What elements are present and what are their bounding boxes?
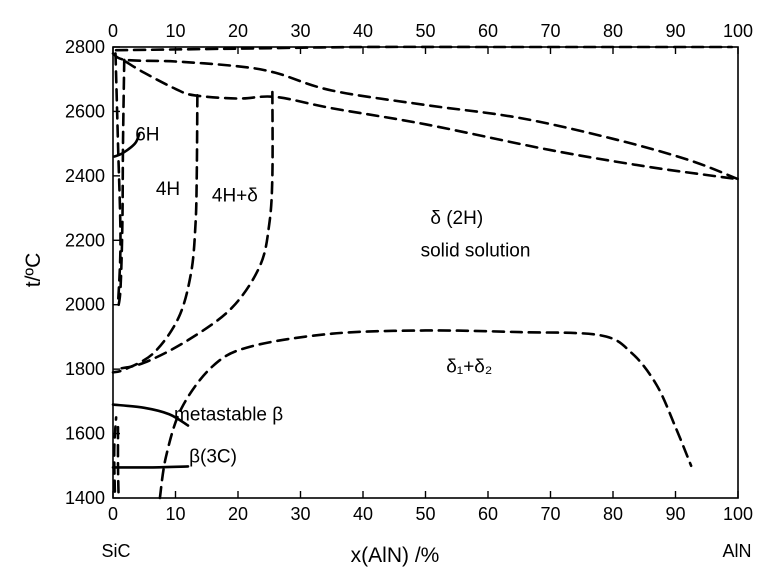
x-tick-label-bottom: 60 xyxy=(478,504,498,524)
x-tick-label-bottom: 40 xyxy=(353,504,373,524)
phase-boundary-curve-4 xyxy=(116,58,126,310)
y-tick-label: 2000 xyxy=(65,295,105,315)
x-tick-label-top: 70 xyxy=(540,21,560,41)
region-label-7: β(3C) xyxy=(189,447,237,468)
x-tick-label-bottom: 50 xyxy=(415,504,435,524)
y-tick-label: 1400 xyxy=(65,488,105,508)
x-tick-label-top: 100 xyxy=(723,21,753,41)
phase-boundary-curve-12 xyxy=(112,132,141,158)
x-tick-label-top: 40 xyxy=(353,21,373,41)
y-tick-label: 1600 xyxy=(65,424,105,444)
x-tick-label-top: 50 xyxy=(415,21,435,41)
phase-boundary-curve-7 xyxy=(158,329,693,500)
y-tick-label: 2800 xyxy=(65,37,105,57)
x-tick-label-top: 80 xyxy=(603,21,623,41)
axis-ticks: 0 0 10 10 20 20 30 30 40 40 50 50 60 60 70 70 80 80 90 90 10… xyxy=(65,21,753,524)
y-tick-label: 2400 xyxy=(65,166,105,186)
x-tick-label-top: 60 xyxy=(478,21,498,41)
phase-boundary-curve-3 xyxy=(114,52,122,307)
x-axis-title: x(AlN) /% xyxy=(351,544,440,567)
y-tick-label: 1800 xyxy=(65,359,105,379)
phase-boundary-curve-10 xyxy=(111,403,190,427)
phase-boundary-curve-6 xyxy=(114,90,274,371)
x-axis-left-end-label: SiC xyxy=(101,541,130,561)
x-tick-label-top: 20 xyxy=(228,21,248,41)
x-tick-label-bottom: 70 xyxy=(540,504,560,524)
phase-boundary-curve-9 xyxy=(116,425,120,500)
y-tick-label: 2600 xyxy=(65,101,105,121)
region-label-0: 6H xyxy=(135,124,159,145)
phase-boundary-curve-2 xyxy=(124,60,740,181)
region-labels: 6H 4H 4H+δ δ (2H) solid solution δ₁+δ₂ metasta… xyxy=(135,124,530,467)
phase-boundary-curve-11 xyxy=(111,465,190,469)
x-tick-label-bottom: 90 xyxy=(665,504,685,524)
x-tick-label-top: 30 xyxy=(290,21,310,41)
x-tick-label-bottom: 20 xyxy=(228,504,248,524)
x-tick-label-bottom: 80 xyxy=(603,504,623,524)
x-tick-label-bottom: 30 xyxy=(290,504,310,524)
plot-frame xyxy=(112,46,739,499)
region-label-1: 4H xyxy=(156,179,180,200)
y-tick-label: 2200 xyxy=(65,230,105,250)
region-label-6: metastable β xyxy=(174,405,283,426)
x-tick-label-top: 0 xyxy=(108,21,118,41)
x-tick-label-bottom: 0 xyxy=(108,504,118,524)
x-tick-label-top: 10 xyxy=(165,21,185,41)
region-label-2: 4H+δ xyxy=(212,186,258,207)
x-tick-label-top: 90 xyxy=(665,21,685,41)
x-tick-label-bottom: 10 xyxy=(165,504,185,524)
y-axis-title: t/ºC xyxy=(22,253,45,288)
phase-boundary-curve-0 xyxy=(114,45,734,52)
region-label-4: solid solution xyxy=(421,240,531,261)
x-axis-right-end-label: AlN xyxy=(722,541,751,561)
region-label-3: δ (2H) xyxy=(430,208,483,229)
phase-boundary-curve-1 xyxy=(111,52,740,181)
phase-boundary-curve-8 xyxy=(112,416,118,493)
phase-boundary-curves xyxy=(111,45,740,500)
region-label-5: δ₁+δ₂ xyxy=(446,356,492,377)
x-tick-label-bottom: 100 xyxy=(723,504,753,524)
